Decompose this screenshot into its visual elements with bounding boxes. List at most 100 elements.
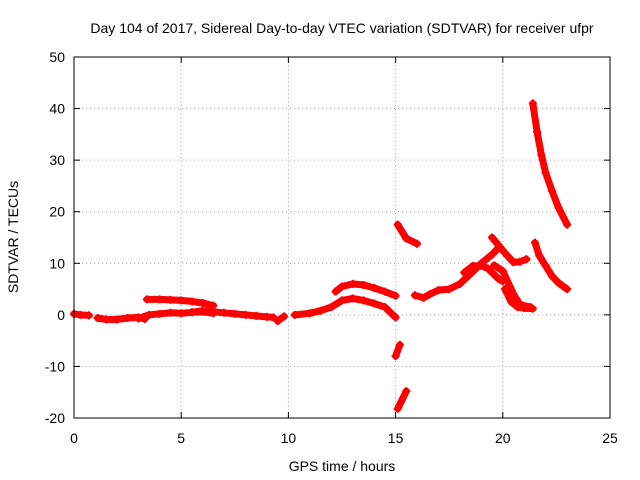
x-tick-label: 5: [177, 430, 185, 446]
data-point: [359, 280, 368, 289]
data-point: [209, 307, 218, 316]
data-point: [241, 310, 250, 319]
y-tick-label: 30: [49, 152, 65, 168]
y-axis-label: SDTVAR / TECUs: [5, 181, 21, 293]
data-point: [391, 352, 400, 361]
data-point: [166, 295, 175, 304]
data-point: [280, 312, 289, 321]
data-point: [359, 296, 368, 305]
x-tick-label: 20: [495, 430, 511, 446]
x-tick-label: 25: [602, 430, 618, 446]
data-point: [503, 251, 512, 260]
data-point: [488, 250, 497, 259]
data-point: [391, 313, 400, 322]
data-point: [541, 261, 550, 270]
data-point: [187, 297, 196, 306]
data-point: [395, 340, 404, 349]
data-point: [102, 315, 111, 324]
data-point: [305, 309, 314, 318]
data-point: [425, 290, 434, 299]
plot-frame: [73, 56, 611, 419]
data-point: [434, 286, 443, 295]
data-point: [145, 310, 154, 319]
data-point: [548, 187, 557, 196]
x-tick-label: 15: [388, 430, 404, 446]
data-point: [507, 297, 516, 306]
data-point: [220, 308, 229, 317]
data-point: [316, 306, 325, 315]
data-point: [76, 310, 85, 319]
data-point: [455, 279, 464, 288]
data-point: [402, 234, 411, 243]
chart-title: Day 104 of 2017, Sidereal Day-to-day VTE…: [90, 20, 594, 36]
data-point: [563, 285, 572, 294]
data-point: [498, 267, 507, 276]
data-point: [413, 239, 422, 248]
data-point: [338, 296, 346, 305]
data-point: [515, 300, 524, 309]
data-point: [85, 311, 94, 320]
y-tick-label: 20: [49, 204, 65, 220]
data-point: [380, 287, 389, 296]
data-point: [548, 272, 557, 281]
data-series-s12: [394, 387, 410, 413]
data-point: [93, 313, 102, 322]
data-point: [419, 293, 428, 302]
data-point: [348, 294, 357, 303]
data-point: [370, 284, 379, 293]
data-point: [252, 311, 261, 320]
data-point: [177, 296, 186, 305]
data-point: [490, 261, 499, 270]
x-axis-label: GPS time / hours: [289, 458, 396, 474]
data-point: [393, 404, 402, 413]
x-tick-label: 10: [281, 430, 297, 446]
y-tick-label: 50: [49, 49, 65, 65]
data-point: [402, 387, 411, 396]
data-point: [410, 291, 419, 300]
data-point: [177, 309, 186, 318]
data-point: [554, 278, 563, 287]
data-point: [488, 233, 497, 242]
data-point: [155, 295, 164, 304]
data-point: [490, 270, 499, 279]
data-point: [290, 310, 299, 319]
data-point: [477, 261, 486, 270]
data-point: [528, 99, 537, 108]
y-tick-label: -10: [45, 358, 65, 374]
data-point: [142, 295, 151, 304]
data-point: [515, 257, 524, 266]
data-point: [198, 306, 207, 315]
data-point: [460, 268, 469, 277]
data-point: [327, 303, 336, 312]
data-point: [445, 285, 454, 294]
data-point: [563, 220, 572, 229]
data-point: [509, 290, 518, 299]
y-tick-label: 0: [57, 307, 65, 323]
data-point: [537, 150, 546, 159]
data-point: [134, 314, 143, 323]
data-point: [331, 287, 340, 296]
data-point: [348, 279, 357, 288]
data-point: [123, 313, 132, 322]
data-point: [269, 313, 278, 322]
data-point: [198, 298, 207, 307]
y-tick-label: -20: [45, 410, 65, 426]
data-point: [530, 238, 539, 247]
x-tick-label: 0: [70, 430, 78, 446]
data-point: [393, 220, 402, 229]
data-point: [468, 261, 477, 270]
data-point: [166, 308, 175, 317]
data-point: [522, 255, 531, 264]
data-point: [380, 303, 389, 312]
data-point: [533, 127, 542, 136]
data-series-s7: [291, 294, 400, 321]
data-point: [554, 203, 563, 212]
grid: [74, 57, 610, 418]
data-point: [541, 169, 550, 178]
data-point: [391, 291, 400, 300]
data-point: [230, 309, 239, 318]
data-point: [535, 251, 544, 260]
data-point: [187, 308, 196, 317]
data-point: [273, 317, 282, 326]
